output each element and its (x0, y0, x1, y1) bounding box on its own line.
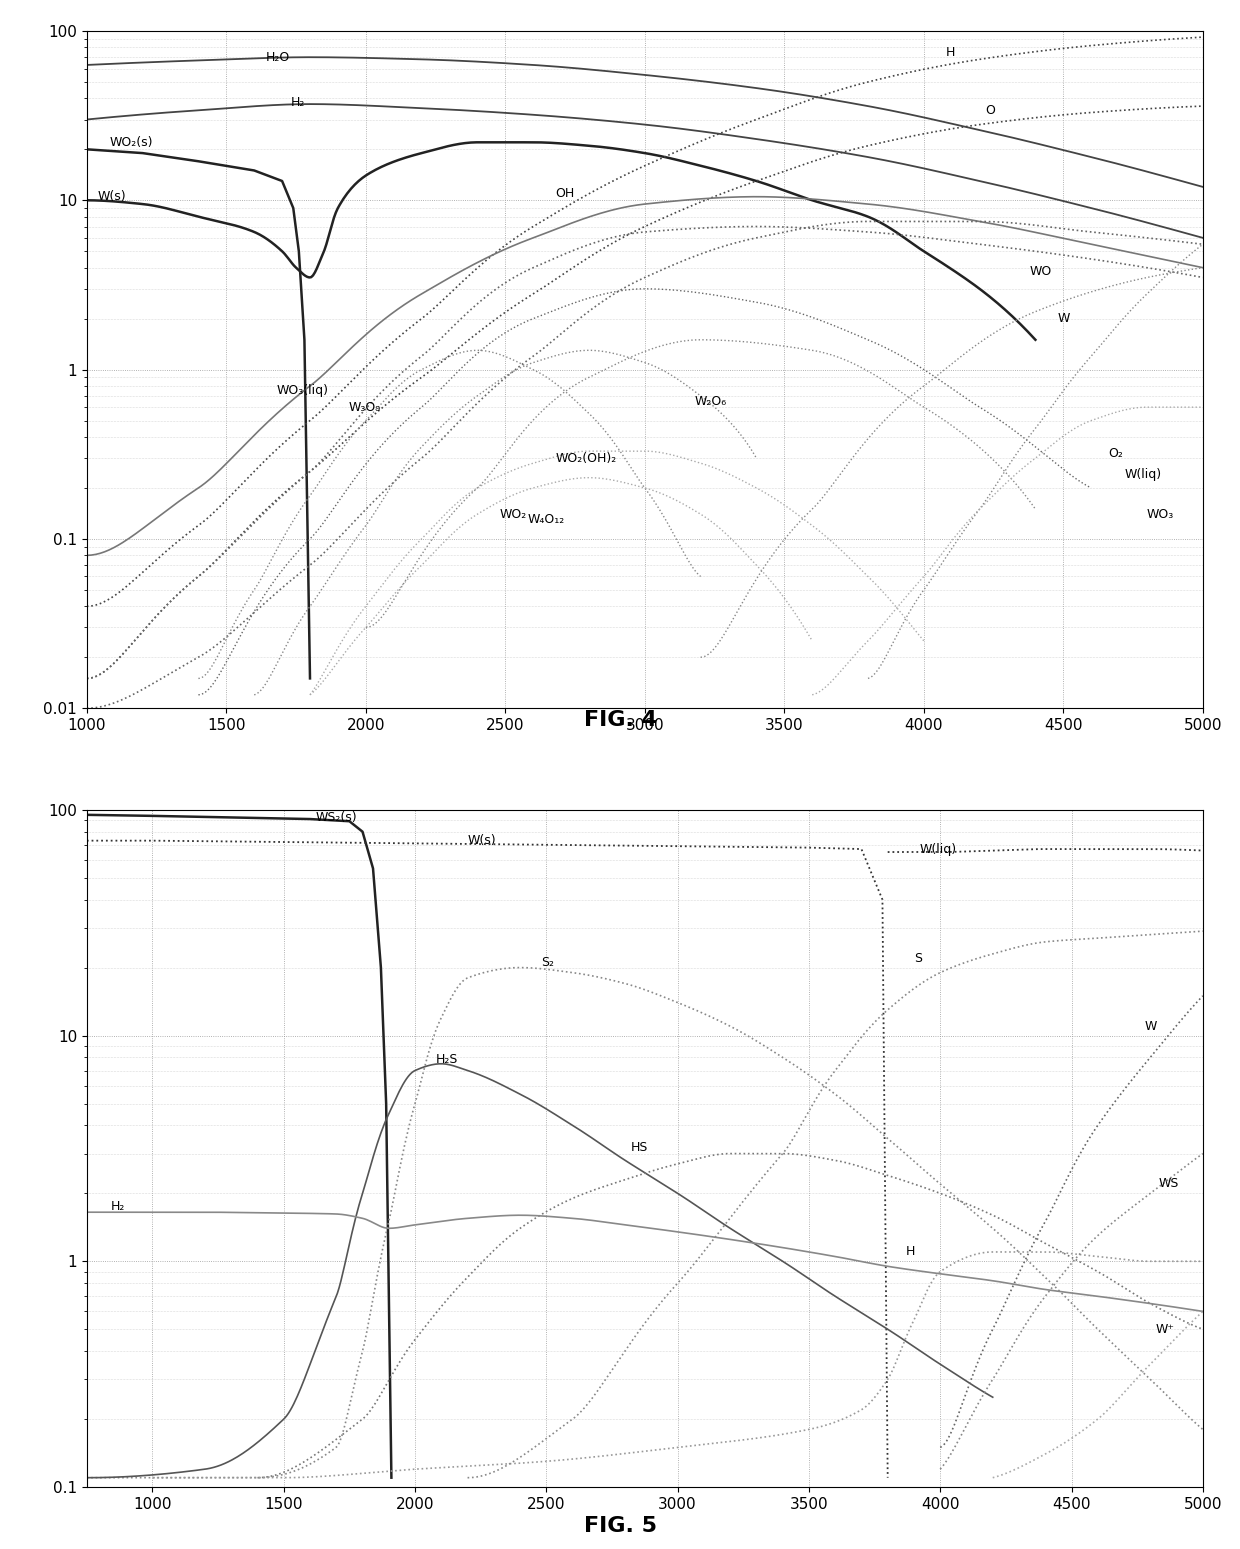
Text: S₂: S₂ (541, 956, 554, 970)
Text: WS: WS (1158, 1177, 1178, 1191)
Text: H₂S: H₂S (436, 1053, 459, 1066)
Text: WO: WO (1030, 265, 1052, 277)
Text: H₂O: H₂O (265, 51, 290, 64)
Text: H: H (906, 1245, 915, 1258)
Text: H₂: H₂ (110, 1200, 125, 1213)
Text: W(s): W(s) (467, 835, 496, 847)
Text: WO₂(s): WO₂(s) (109, 136, 153, 149)
Text: WS₂(s): WS₂(s) (315, 812, 357, 824)
Text: HS: HS (630, 1140, 647, 1154)
Text: O₂: O₂ (1109, 446, 1122, 460)
Text: W₄O₁₂: W₄O₁₂ (528, 513, 565, 527)
Text: WO₂(OH)₂: WO₂(OH)₂ (556, 452, 616, 465)
Text: W⁺: W⁺ (1156, 1323, 1174, 1335)
Text: W: W (1058, 313, 1070, 325)
Text: W₃O₉: W₃O₉ (350, 401, 382, 414)
Text: S: S (914, 951, 923, 965)
Text: W: W (1145, 1019, 1157, 1033)
Text: H: H (946, 45, 956, 59)
Text: W₂O₆: W₂O₆ (694, 395, 727, 407)
Text: WO₃: WO₃ (1147, 508, 1174, 520)
Text: FIG. 5: FIG. 5 (584, 1516, 656, 1535)
Text: W(liq): W(liq) (1125, 468, 1162, 482)
Text: WO₂: WO₂ (500, 508, 527, 520)
Text: FIG. 4: FIG. 4 (584, 711, 656, 730)
Text: H₂: H₂ (290, 96, 305, 108)
Text: O: O (986, 104, 994, 116)
Text: W(liq): W(liq) (919, 843, 956, 855)
Text: OH: OH (556, 187, 575, 200)
Text: W(s): W(s) (98, 191, 126, 203)
Text: WO₃(liq): WO₃(liq) (277, 384, 329, 397)
